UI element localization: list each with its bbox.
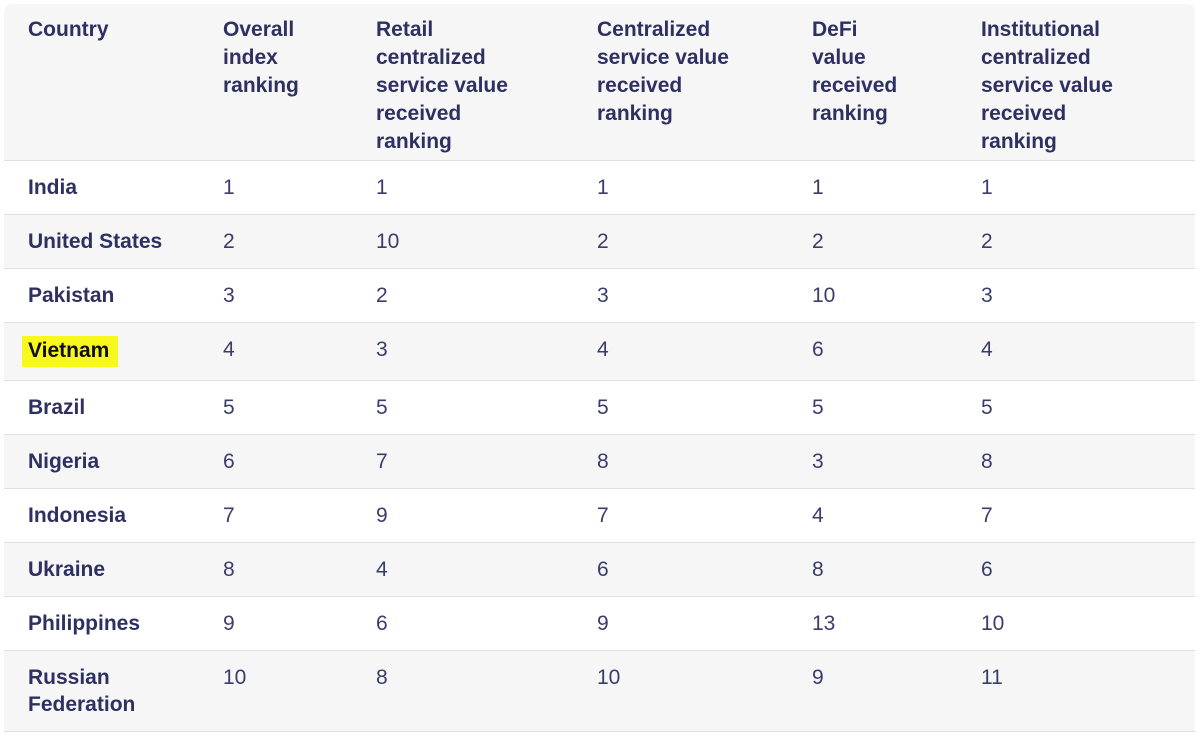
cell-centralized-value: 9 [597,596,812,651]
cell-overall-value: 10 [223,650,376,732]
cell-defi-value: 13 [812,596,981,651]
cell-overall-value: 5 [223,380,376,435]
column-header-country: Country [4,4,223,161]
cell-centralized-value: 6 [597,542,812,597]
cell-country: Brazil [4,380,223,435]
table-row-brazil: Brazil 5 5 5 5 5 [4,380,1195,435]
cell-retail-value: 5 [376,380,597,435]
cell-country: Pakistan [4,268,223,323]
cell-defi-value: 1 [812,160,981,215]
column-header-retail: Retail centralized service value receive… [376,4,597,161]
cell-defi-value: 10 [812,268,981,323]
cell-retail-value: 10 [376,214,597,269]
cell-defi-value: 4 [812,488,981,543]
cell-defi-value: 6 [812,322,981,381]
column-header-overall: Overall index ranking [223,4,376,161]
cell-centralized-value: 2 [597,214,812,269]
cell-defi-value: 8 [812,542,981,597]
table-row-vietnam: Vietnam 4 3 4 6 4 [4,322,1195,381]
country-name-highlighted: Vietnam [22,336,119,367]
table-row-nigeria: Nigeria 6 7 8 3 8 [4,434,1195,489]
cell-institutional-value: 6 [981,542,1195,597]
table-header-row: Country Overall index ranking Retail centr… [4,4,1195,161]
cell-centralized-value: 1 [597,160,812,215]
cell-institutional-value: 5 [981,380,1195,435]
country-name: United States [28,230,163,253]
cell-retail-value: 6 [376,596,597,651]
column-header-defi: DeFi value received ranking [812,4,981,161]
cell-retail-value: 2 [376,268,597,323]
table-header: Country Overall index ranking Retail centr… [4,4,1195,161]
cell-overall-value: 3 [223,268,376,323]
cell-retail-value: 9 [376,488,597,543]
cell-retail-value: 7 [376,434,597,489]
crypto-adoption-ranking-table: Country Overall index ranking Retail centr… [4,4,1195,732]
cell-country: Ukraine [4,542,223,597]
cell-centralized-value: 5 [597,380,812,435]
country-name: Russian Federation [28,666,136,716]
column-header-institutional: Institutional centralized service value … [981,4,1195,161]
country-name: Brazil [28,396,86,419]
cell-overall-value: 2 [223,214,376,269]
cell-centralized-value: 10 [597,650,812,732]
cell-institutional-value: 2 [981,214,1195,269]
cell-institutional-value: 4 [981,322,1195,381]
cell-overall-value: 4 [223,322,376,381]
cell-country: Russian Federation [4,650,223,732]
table-row-russian-federation: Russian Federation 10 8 10 9 11 [4,650,1195,732]
cell-retail-value: 8 [376,650,597,732]
cell-institutional-value: 8 [981,434,1195,489]
cell-country: Nigeria [4,434,223,489]
country-name: Indonesia [28,504,127,527]
cell-overall-value: 8 [223,542,376,597]
cell-overall-value: 7 [223,488,376,543]
cell-centralized-value: 8 [597,434,812,489]
table-row-united-states: United States 2 10 2 2 2 [4,214,1195,269]
cell-country: Vietnam [4,322,223,381]
ranking-table: Country Overall index ranking Retail centr… [4,4,1195,732]
cell-defi-value: 2 [812,214,981,269]
cell-country: India [4,160,223,215]
country-name: Philippines [28,612,141,635]
table-row-pakistan: Pakistan 3 2 3 10 3 [4,268,1195,323]
cell-defi-value: 3 [812,434,981,489]
column-header-centralized: Centralized service value received ranki… [597,4,812,161]
country-name: Pakistan [28,284,115,307]
cell-institutional-value: 1 [981,160,1195,215]
table-row-ukraine: Ukraine 8 4 6 8 6 [4,542,1195,597]
table-row-indonesia: Indonesia 7 9 7 4 7 [4,488,1195,543]
cell-overall-value: 1 [223,160,376,215]
cell-institutional-value: 7 [981,488,1195,543]
cell-centralized-value: 3 [597,268,812,323]
cell-retail-value: 1 [376,160,597,215]
table-body: India 1 1 1 1 1 United States 2 10 2 2 2 Pakistan 3 2 3… [4,160,1195,732]
cell-overall-value: 6 [223,434,376,489]
cell-institutional-value: 11 [981,650,1195,732]
cell-centralized-value: 4 [597,322,812,381]
cell-defi-value: 5 [812,380,981,435]
cell-institutional-value: 10 [981,596,1195,651]
cell-retail-value: 4 [376,542,597,597]
country-name: India [28,176,78,199]
cell-defi-value: 9 [812,650,981,732]
table-row-philippines: Philippines 9 6 9 13 10 [4,596,1195,651]
country-name: Ukraine [28,558,106,581]
cell-overall-value: 9 [223,596,376,651]
country-name: Nigeria [28,450,100,473]
cell-country: United States [4,214,223,269]
cell-centralized-value: 7 [597,488,812,543]
cell-country: Indonesia [4,488,223,543]
table-row-india: India 1 1 1 1 1 [4,160,1195,215]
cell-institutional-value: 3 [981,268,1195,323]
cell-country: Philippines [4,596,223,651]
cell-retail-value: 3 [376,322,597,381]
